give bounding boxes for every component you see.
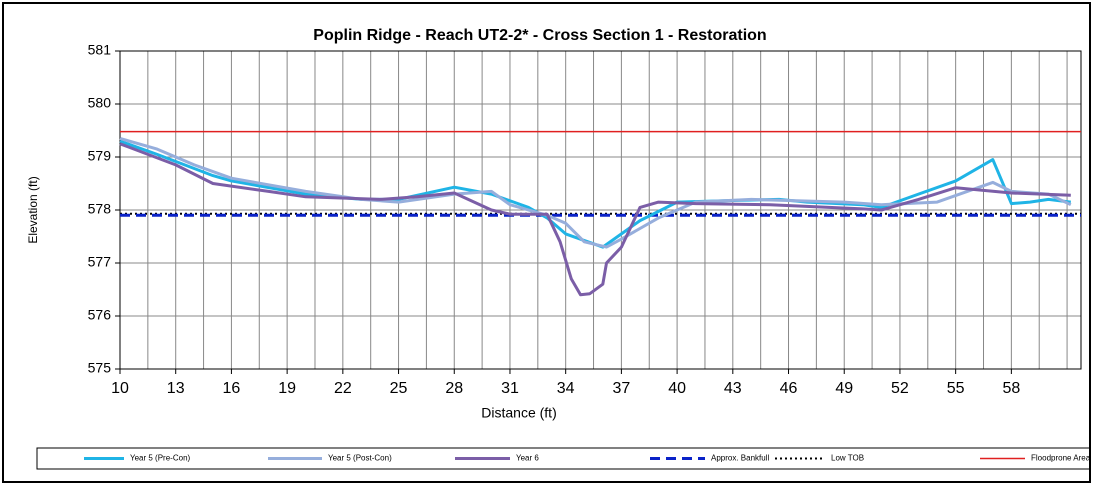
y-tick-label: 576 bbox=[88, 307, 112, 323]
y-tick-label: 578 bbox=[88, 201, 112, 217]
y-tick-label: 580 bbox=[88, 95, 112, 111]
legend-label: Floodprone Area bbox=[1031, 454, 1091, 463]
plot-border bbox=[119, 50, 1082, 370]
x-tick-label: 22 bbox=[334, 380, 352, 397]
x-tick-label: 19 bbox=[278, 380, 296, 397]
x-axis-label: Distance (ft) bbox=[481, 405, 556, 421]
y-tick-label: 577 bbox=[88, 254, 112, 270]
series-line bbox=[119, 136, 1072, 249]
series-line bbox=[119, 142, 1071, 297]
y-tick-label: 581 bbox=[88, 42, 112, 58]
legend-label: Year 6 bbox=[516, 454, 539, 463]
legend-label: Year 5 (Post-Con) bbox=[328, 454, 392, 463]
x-tick-label: 31 bbox=[501, 380, 519, 397]
x-tick-label: 34 bbox=[557, 380, 575, 397]
x-tick-label: 28 bbox=[445, 380, 463, 397]
x-tick-label: 49 bbox=[835, 380, 853, 397]
x-tick-label: 58 bbox=[1002, 380, 1020, 397]
y-tick-label: 579 bbox=[88, 148, 112, 164]
x-tick-label: 46 bbox=[780, 380, 798, 397]
x-tick-label: 13 bbox=[167, 380, 185, 397]
y-tick-label: 575 bbox=[88, 360, 112, 376]
legend-label: Year 5 (Pre-Con) bbox=[130, 454, 191, 463]
chart-title: Poplin Ridge - Reach UT2-2* - Cross Sect… bbox=[313, 27, 766, 44]
legend-label: Low TOB bbox=[831, 454, 864, 463]
x-tick-label: 10 bbox=[111, 380, 129, 397]
legend-box bbox=[36, 447, 1091, 470]
x-tick-label: 37 bbox=[612, 380, 630, 397]
y-axis-label: Elevation (ft) bbox=[26, 176, 40, 243]
x-tick-label: 52 bbox=[891, 380, 909, 397]
legend-label: Approx. Bankfull bbox=[711, 454, 769, 463]
x-tick-label: 16 bbox=[223, 380, 241, 397]
x-tick-label: 40 bbox=[668, 380, 686, 397]
x-tick-label: 43 bbox=[724, 380, 742, 397]
x-tick-label: 25 bbox=[390, 380, 408, 397]
x-tick-label: 55 bbox=[947, 380, 965, 397]
